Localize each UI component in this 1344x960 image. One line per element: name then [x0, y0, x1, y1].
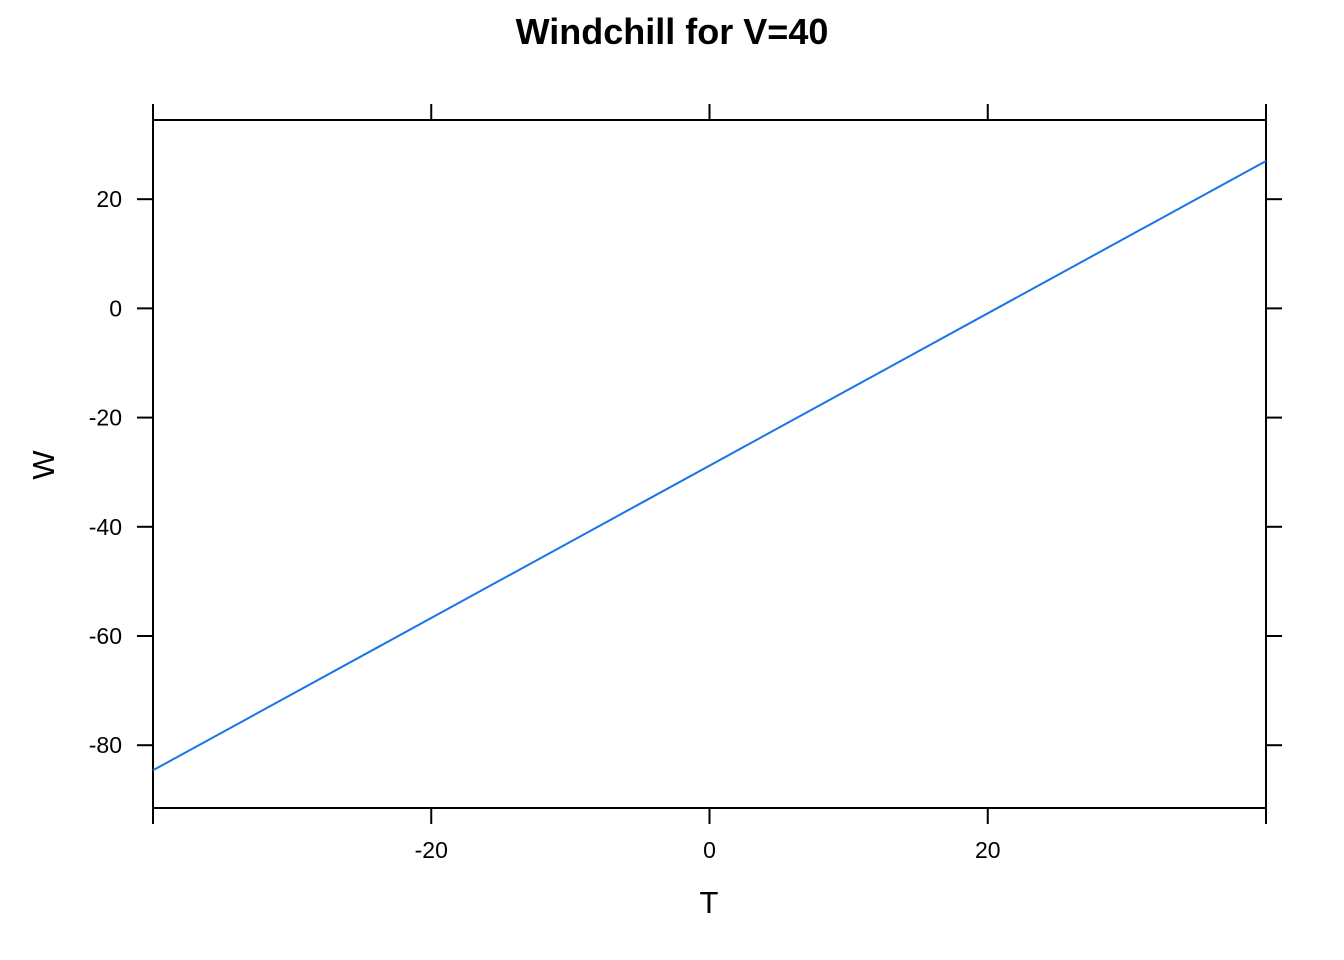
y-tick-label: 20: [96, 186, 122, 212]
axis-ticks: [137, 104, 1282, 824]
y-axis-label: W: [26, 450, 61, 480]
y-tick-label: -40: [89, 514, 122, 540]
plot-frame: [152, 119, 1267, 809]
y-tick-label: -60: [89, 623, 122, 649]
x-tick-label: 20: [975, 837, 1001, 863]
chart-title: Windchill for V=40: [516, 11, 829, 52]
x-tick-label: -20: [415, 837, 448, 863]
tick-labels: -20 0 20 -80 -60 -40 -20 0 20: [89, 186, 1001, 863]
x-axis-label: T: [700, 885, 719, 920]
y-tick-label: -20: [89, 405, 122, 431]
x-tick-label: 0: [703, 837, 716, 863]
series-layer: [152, 160, 1267, 772]
y-tick-label: -80: [89, 732, 122, 758]
y-tick-label: 0: [109, 295, 122, 321]
series-line: [152, 160, 1267, 772]
